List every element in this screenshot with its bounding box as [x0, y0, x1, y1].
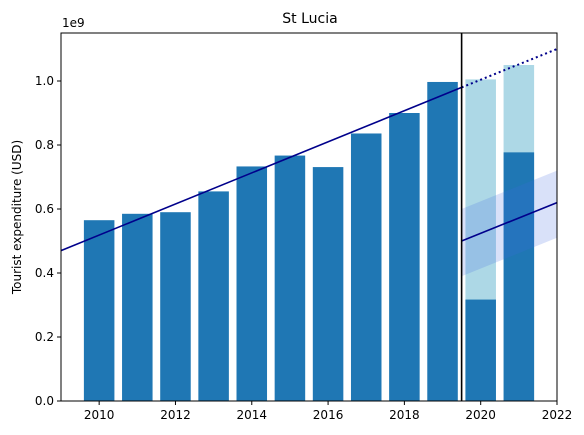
trend-line-4 [461, 201, 557, 242]
x-tick-label: 2022 [542, 408, 573, 422]
bar-0-2011 [122, 213, 153, 401]
plot-area [61, 33, 557, 401]
x-tick-label: 2016 [313, 408, 344, 422]
x-tick-label: 2018 [389, 408, 420, 422]
bar-0-2012 [160, 212, 191, 401]
x-tick-label: 2010 [84, 408, 115, 422]
y-offset-label: 1e9 [62, 16, 85, 30]
bar-0-2014 [236, 166, 268, 401]
trend-line-3 [461, 48, 557, 89]
x-tick-label: 2020 [465, 408, 496, 422]
bar-0-2016 [312, 167, 344, 401]
y-tick-label: 0.8 [35, 138, 54, 152]
x-tick-label: 2012 [160, 408, 191, 422]
axes: 2010 2012 2014 2016 2018 2020 2022 0.0 0.2 0.4 0.6… [35, 32, 573, 422]
bar-0-2019 [427, 81, 458, 401]
x-tick-label: 2014 [236, 408, 267, 422]
bar-0-2017 [350, 133, 382, 401]
trend-line-2 [61, 86, 462, 252]
bar-0-2020 [465, 299, 496, 401]
y-axis-title: Tourist expenditure (USD) [10, 140, 24, 295]
y-tick-label: 0.4 [35, 266, 54, 280]
y-tick-label: 1.0 [35, 74, 54, 88]
bar-0-2018 [389, 113, 420, 401]
y-tick-label: 0.0 [35, 394, 54, 408]
confidence-band [461, 170, 557, 277]
y-tick-label: 0.2 [35, 330, 54, 344]
axes-frame [60, 32, 558, 402]
bar-0-2010 [83, 220, 115, 401]
y-tick-label: 0.6 [35, 202, 54, 216]
bar-0-2021 [503, 152, 535, 401]
bar-0-2013 [198, 191, 229, 401]
bar-0-2015 [274, 155, 306, 401]
chart-title: St Lucia [282, 11, 337, 27]
